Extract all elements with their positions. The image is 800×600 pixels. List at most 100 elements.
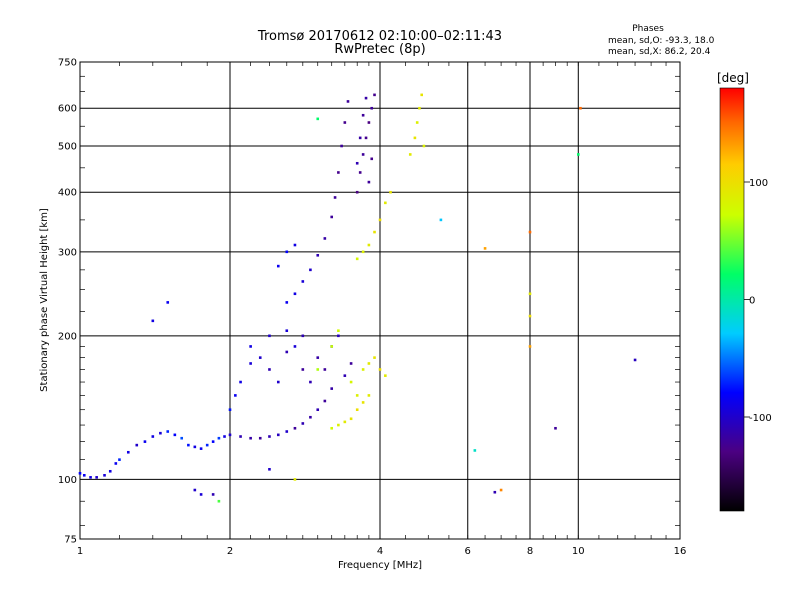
y-tick-label: 300 [58, 247, 77, 258]
y-tick-label: 200 [58, 331, 77, 342]
data-point [355, 408, 359, 412]
data-point [367, 394, 371, 397]
data-point [528, 314, 532, 318]
data-point [361, 368, 365, 371]
stats-o-mode: mean, sd,O: -93.3, 18.0 [608, 36, 715, 46]
y-axis-label: Stationary phase Virtual Height [km] [39, 208, 50, 392]
data-point [439, 218, 443, 222]
data-point [323, 399, 327, 403]
data-point [361, 113, 365, 117]
data-point [323, 237, 327, 240]
data-point [473, 449, 477, 452]
data-point [330, 215, 334, 219]
x-tick-label: 6 [465, 546, 471, 557]
data-point [361, 153, 365, 156]
data-point [293, 478, 297, 481]
data-point [579, 106, 582, 110]
data-point [268, 467, 271, 471]
data-point [373, 356, 376, 359]
data-point [293, 345, 297, 348]
data-point [118, 458, 121, 461]
data-point [422, 144, 426, 148]
data-point [205, 443, 209, 447]
x-axis-ticks: 1 2 4 6 8 10 16 [77, 62, 687, 557]
x-tick-label: 1 [77, 546, 83, 557]
y-axis-ticks: 75 100 200 300 400 500 600 750 [58, 58, 680, 546]
data-point [293, 292, 297, 296]
x-tick-label: 8 [527, 546, 533, 557]
data-point [333, 196, 337, 199]
data-point [173, 433, 177, 437]
plot-area: 1 2 4 6 8 10 16 75 100 200 300 400 500 600 750 [58, 58, 686, 558]
data-point [358, 136, 362, 140]
data-point [211, 493, 215, 496]
data-point [384, 374, 387, 377]
x-tick-label: 16 [674, 546, 687, 557]
chart-title: Tromsø 20170612 02:10:00–02:11:43 [257, 29, 502, 44]
data-point [528, 345, 532, 348]
data-point [633, 358, 637, 362]
y-tick-label: 400 [58, 188, 77, 199]
y-tick-label: 75 [64, 535, 77, 546]
data-point [337, 423, 340, 427]
data-point [126, 450, 130, 454]
data-point [166, 430, 170, 433]
x-tick-label: 10 [572, 546, 585, 557]
data-point [199, 447, 203, 450]
data-point [285, 329, 289, 332]
data-point [89, 476, 92, 479]
colorbar-tick-label: -100 [749, 413, 772, 424]
data-point [528, 292, 532, 296]
data-point [249, 436, 252, 440]
x-tick-label: 2 [227, 546, 233, 557]
data-point [217, 499, 221, 503]
data-point [285, 250, 289, 254]
data-point [358, 171, 362, 174]
colorbar-tick-label: 0 [749, 296, 755, 307]
data-point [239, 380, 242, 384]
data-point [361, 250, 365, 254]
data-point [180, 436, 184, 440]
gridlines [80, 62, 680, 539]
data-point [276, 264, 280, 268]
data-point [349, 362, 353, 365]
data-point [143, 440, 147, 443]
data-point [268, 334, 271, 338]
data-point [193, 488, 197, 492]
data-point [301, 368, 305, 371]
data-point [364, 136, 368, 140]
data-point [349, 380, 353, 384]
data-point [373, 93, 376, 97]
data-point [166, 301, 170, 304]
data-point [249, 345, 252, 348]
data-point [159, 431, 162, 435]
data-point [309, 380, 312, 384]
colorbar: [deg] 100 0 -100 [717, 71, 772, 512]
colorbar-gradient [719, 87, 745, 512]
data-point [340, 144, 343, 148]
data-point [234, 394, 237, 397]
data-point [415, 121, 419, 124]
data-point [309, 268, 312, 272]
data-point [330, 426, 334, 430]
data-point [576, 153, 580, 156]
data-point [408, 153, 412, 156]
x-tick-label: 4 [377, 546, 383, 557]
data-point [187, 443, 190, 447]
data-point [418, 106, 421, 110]
data-point [211, 440, 215, 443]
data-points [78, 93, 637, 503]
data-point [78, 471, 82, 475]
data-point [413, 136, 417, 140]
data-point [135, 443, 139, 447]
data-point [276, 433, 280, 437]
data-point [239, 435, 242, 438]
data-point [108, 469, 112, 473]
data-point [249, 362, 252, 365]
data-point [349, 417, 353, 421]
data-point [343, 420, 347, 424]
data-point [258, 436, 262, 440]
data-point [355, 257, 359, 261]
colorbar-ticks: 100 0 -100 [744, 178, 772, 424]
